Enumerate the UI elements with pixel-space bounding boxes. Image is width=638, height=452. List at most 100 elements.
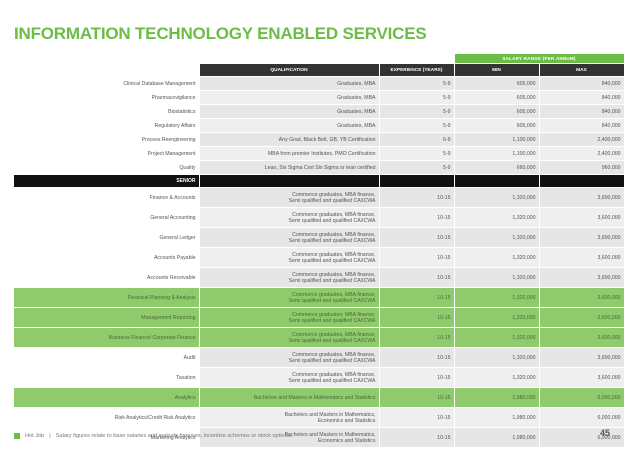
role-cell: Financial Planning & Analysis (14, 287, 200, 308)
section-row-senior: SENIOR (14, 174, 625, 188)
qualification-cell: Graduates, MBA (199, 104, 380, 119)
min-salary-cell: 1,320,000 (454, 367, 540, 388)
role-cell: Marketing Analytics (14, 427, 200, 448)
qualification-cell: Commerce graduates, MBA finance, Semi qua… (199, 247, 380, 268)
max-salary-cell: 840,000 (539, 104, 625, 119)
min-salary-cell: 1,980,000 (454, 387, 540, 408)
experience-cell: 5-9 (379, 76, 455, 91)
role-cell: Regulatory Affairs (14, 118, 200, 133)
experience-cell: 5-9 (379, 90, 455, 105)
qualification-cell: Commerce graduates, MBA finance, Semi qua… (199, 287, 380, 308)
min-salary-cell: 1,980,000 (454, 427, 540, 448)
min-salary-cell: 1,320,000 (454, 327, 540, 348)
qualification-cell: Bachelors and Masters in Mathematics, Eco… (199, 427, 380, 448)
footer-brand: Hot Job (25, 433, 45, 439)
max-salary-cell: 3,600,000 (539, 207, 625, 228)
max-salary-cell: 3,600,000 (539, 367, 625, 388)
experience-cell: 5-9 (379, 160, 455, 175)
min-salary-cell: 605,000 (454, 118, 540, 133)
max-salary-cell: 3,600,000 (539, 287, 625, 308)
role-cell: Quality (14, 160, 200, 175)
qualification-line: Bachelors and Masters in Mathematics, (284, 411, 376, 418)
min-salary-cell: 1,980,000 (454, 407, 540, 428)
table-row: Finance & Accounts Commerce graduates, MB… (14, 187, 625, 208)
table-row: Project Management MBA from premier Insti… (14, 146, 625, 161)
role-cell: Risk Analytics/Credit Risk Analytics (14, 407, 200, 428)
min-salary-cell: 660,000 (454, 160, 540, 175)
max-salary-cell: 6,000,000 (539, 387, 625, 408)
min-salary-cell: 1,320,000 (454, 207, 540, 228)
role-cell: Finance & Accounts (14, 187, 200, 208)
qualification-cell: Bachelors and Masters in Mathematics, Eco… (199, 407, 380, 428)
role-cell: Analytics (14, 387, 200, 408)
qualification-line: Semi qualified and qualified CA/ICWA (288, 317, 376, 324)
max-salary-cell: 840,000 (539, 90, 625, 105)
table-row: Financial Planning & Analysis Commerce gr… (14, 287, 625, 308)
qualification-line: Commerce graduates, MBA finance, (292, 371, 376, 378)
min-salary-cell: 1,320,000 (454, 267, 540, 288)
qualification-cell: Commerce graduates, MBA finance, Semi qua… (199, 207, 380, 228)
footer-note: Salary figures relate to base salaries a… (55, 433, 293, 439)
qualification-line: Semi qualified and qualified CA/ICWA (288, 237, 376, 244)
qualification-cell: Commerce graduates, MBA finance, Semi qua… (199, 267, 380, 288)
role-cell: Pharmacovigilance (14, 90, 200, 105)
qualification-line: Commerce graduates, MBA finance, (292, 351, 376, 358)
experience-cell: 10-15 (379, 387, 455, 408)
qualification-line: Bachelors and Masters in Mathematics, (284, 431, 376, 438)
min-salary-cell: 1,320,000 (454, 307, 540, 328)
min-salary-cell: 605,000 (454, 76, 540, 91)
qualification-line: Commerce graduates, MBA finance, (292, 291, 376, 298)
qualification-line: Commerce graduates, MBA finance, (292, 211, 376, 218)
min-salary-cell: 605,000 (454, 104, 540, 119)
max-salary-cell: 840,000 (539, 118, 625, 133)
role-cell: Management Reporting (14, 307, 200, 328)
experience-cell: 5-9 (379, 118, 455, 133)
max-salary-cell: 3,600,000 (539, 347, 625, 368)
qualification-line: Commerce graduates, MBA finance, (292, 251, 376, 258)
min-salary-cell: 605,000 (454, 90, 540, 105)
table-row: Clinical Database Management Graduates, M… (14, 76, 625, 91)
table-row: General Accounting Commerce graduates, MB… (14, 207, 625, 228)
qualification-line: Semi qualified and qualified CA/ICWA (288, 297, 376, 304)
experience-cell: 10-15 (379, 247, 455, 268)
qualification-line: Commerce graduates, MBA finance, (292, 191, 376, 198)
salary-band-header-row: SALARY RANGE (PER ANNUM) (14, 54, 625, 64)
role-cell: Clinical Database Management (14, 76, 200, 91)
qualification-cell: Commerce graduates, MBA finance, Semi qua… (199, 227, 380, 248)
min-header: MIN (454, 63, 540, 77)
qualification-line: Commerce graduates, MBA finance, (292, 331, 376, 338)
experience-cell: 6-9 (379, 132, 455, 147)
max-salary-cell: 3,600,000 (539, 247, 625, 268)
max-salary-cell: 3,600,000 (539, 267, 625, 288)
qualification-line: Semi qualified and qualified CA/ICWA (288, 217, 376, 224)
min-salary-cell: 1,320,000 (454, 247, 540, 268)
salary-table: SALARY RANGE (PER ANNUM) QUALIFICATION E… (14, 54, 625, 448)
role-cell: Process Reengineering (14, 132, 200, 147)
qualification-header: QUALIFICATION (199, 63, 380, 77)
role-cell: Accounts Payable (14, 247, 200, 268)
table-row: Business Finance/ Corporate Finance Comme… (14, 327, 625, 348)
qualification-cell: Commerce graduates, MBA finance, Semi qua… (199, 307, 380, 328)
experience-cell: 10-15 (379, 287, 455, 308)
max-salary-cell: 3,600,000 (539, 327, 625, 348)
min-salary-cell: 1,320,000 (454, 227, 540, 248)
qualification-cell: Graduates, MBA (199, 118, 380, 133)
experience-cell: 10-15 (379, 327, 455, 348)
role-cell: General Ledger (14, 227, 200, 248)
qualification-cell: Commerce graduates, MBA finance, Semi qua… (199, 327, 380, 348)
qualification-line: Commerce graduates, MBA finance, (292, 271, 376, 278)
table-row: Analytics Bachelors and Masters in Mathem… (14, 387, 625, 408)
section-label: SENIOR (14, 174, 200, 188)
section-fill (454, 174, 540, 188)
qualification-line: Semi qualified and qualified CA/ICWA (288, 337, 376, 344)
table-row: Process Reengineering Any Grad, Black Bel… (14, 132, 625, 147)
qualification-line: Bachelors and Masters in Mathematics and… (253, 394, 376, 401)
experience-cell: 10-15 (379, 267, 455, 288)
experience-cell: 10-15 (379, 407, 455, 428)
max-salary-cell: 2,400,000 (539, 132, 625, 147)
role-cell: Business Finance/ Corporate Finance (14, 327, 200, 348)
table-row: Taxation Commerce graduates, MBA finance,… (14, 367, 625, 388)
max-salary-cell: 960,000 (539, 160, 625, 175)
max-salary-cell: 3,600,000 (539, 187, 625, 208)
qualification-cell: Lean, Six Sigma Cert Six Sigma or lean c… (199, 160, 380, 175)
